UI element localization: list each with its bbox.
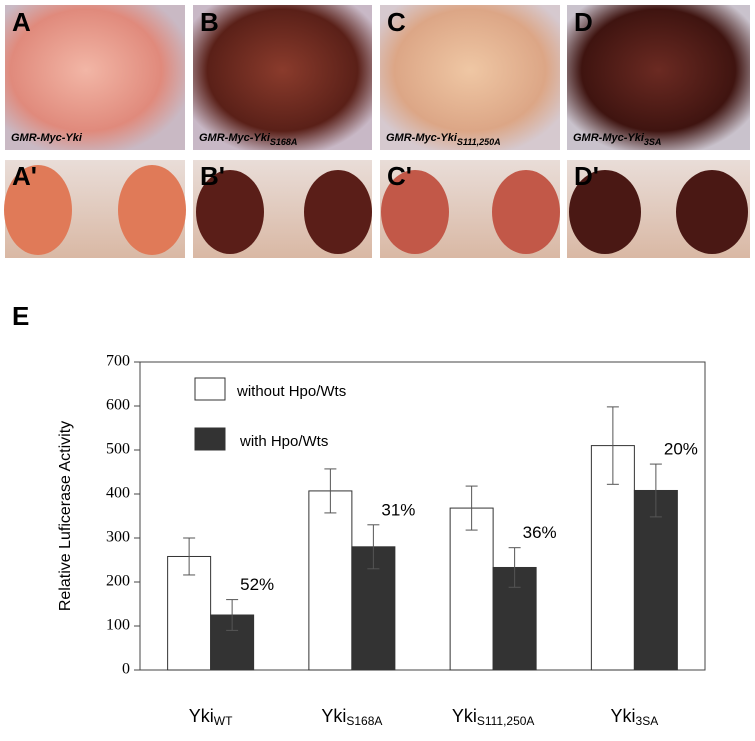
legend-label: with Hpo/Wts (239, 433, 328, 450)
y-tick-label: 300 (106, 529, 130, 546)
panel-caption-base: GMR-Myc-Yki (386, 132, 458, 144)
error-bar (324, 468, 337, 514)
error-bar (649, 463, 662, 518)
panel-caption-sub: 3SA (644, 137, 662, 147)
error-bar (367, 524, 380, 570)
x-tick-label-sub: WT (214, 714, 233, 728)
y-tick-label: 500 (106, 441, 130, 458)
panel-caption: GMR-Myc-Yki (11, 132, 83, 144)
x-tick-label-sub: S168A (346, 714, 382, 728)
legend-swatch (194, 427, 226, 451)
bar (449, 507, 494, 671)
photo (193, 160, 372, 258)
panel-label: D' (574, 161, 599, 191)
error-bar (508, 547, 521, 588)
panel-label: C' (387, 161, 412, 191)
photo (4, 160, 186, 258)
x-tick-label-base: Yki (189, 706, 214, 726)
annotation: 31% (381, 500, 415, 519)
error-bar (226, 599, 239, 631)
y-tick-label: 200 (106, 573, 130, 590)
x-tick-label: YkiS111,250A (452, 706, 535, 728)
panel-caption-base: GMR-Myc-Yki (11, 132, 83, 144)
x-tick-label-sub: S111,250A (477, 714, 535, 728)
x-tick-label-base: Yki (321, 706, 346, 726)
panel-caption: GMR-Myc-YkiS168A (199, 132, 297, 147)
legend-label: without Hpo/Wts (236, 383, 346, 400)
photo (5, 5, 185, 150)
panel-label: C (387, 7, 406, 37)
panel-label: D (574, 7, 593, 37)
y-tick-label: 0 (122, 661, 130, 678)
panel-caption-base: GMR-Myc-Yki (573, 132, 645, 144)
x-tick-label-base: Yki (611, 706, 636, 726)
error-bar (606, 406, 619, 485)
x-tick-label: YkiWT (189, 706, 233, 728)
x-tick-label: YkiS168A (321, 706, 382, 728)
annotation: 36% (523, 523, 557, 542)
photo-row (4, 5, 750, 258)
x-tick-label: Yki3SA (611, 706, 659, 728)
annotation: 20% (664, 440, 698, 459)
photo (567, 160, 750, 258)
x-tick-label-base: Yki (452, 706, 477, 726)
error-bar (465, 485, 478, 531)
photo (380, 160, 560, 258)
y-tick-label: 100 (106, 617, 130, 634)
annotation: 52% (240, 575, 274, 594)
panel-label: A (12, 7, 31, 37)
photo (567, 5, 750, 150)
panel-label: A' (12, 161, 37, 191)
bar (633, 489, 678, 671)
photo (193, 5, 372, 150)
y-tick-label: 600 (106, 397, 130, 414)
photo (380, 5, 560, 150)
bar (308, 490, 353, 671)
panel-label: E (12, 301, 29, 331)
panel-label: B' (200, 161, 225, 191)
panel-label: B (200, 7, 219, 37)
plot-frame (139, 361, 706, 671)
panel-caption: GMR-Myc-Yki3SA (573, 132, 661, 147)
panel-caption-sub: S111,250A (457, 137, 501, 147)
panel-caption: GMR-Myc-YkiS111,250A (386, 132, 501, 147)
y-tick-label: 400 (106, 485, 130, 502)
y-tick-label: 700 (106, 353, 130, 370)
panel-caption-sub: S168A (270, 137, 298, 147)
panel-caption-base: GMR-Myc-Yki (199, 132, 271, 144)
y-axis-label: Relative Luficerase Activity (57, 421, 74, 611)
error-bar (183, 537, 196, 576)
legend-swatch (194, 377, 226, 401)
x-tick-label-sub: 3SA (636, 714, 659, 728)
